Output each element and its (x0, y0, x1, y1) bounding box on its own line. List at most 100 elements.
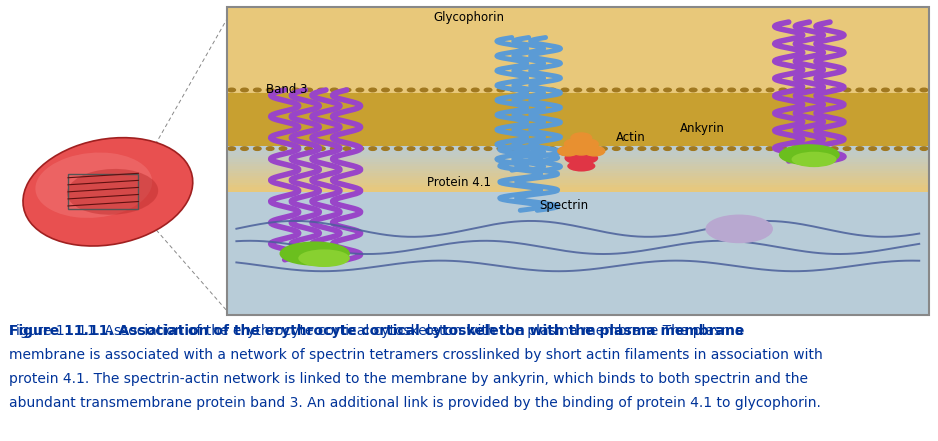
Circle shape (536, 88, 543, 92)
Circle shape (395, 147, 402, 150)
Circle shape (446, 88, 453, 92)
Circle shape (869, 147, 876, 150)
Circle shape (459, 147, 466, 150)
Circle shape (497, 88, 505, 92)
Circle shape (805, 147, 812, 150)
Circle shape (651, 147, 658, 150)
FancyBboxPatch shape (227, 176, 929, 315)
Ellipse shape (36, 153, 152, 218)
Circle shape (522, 147, 530, 150)
Text: Glycophorin: Glycophorin (433, 11, 505, 24)
Circle shape (703, 88, 710, 92)
FancyBboxPatch shape (227, 149, 929, 153)
Circle shape (766, 88, 774, 92)
Circle shape (330, 147, 338, 150)
Circle shape (676, 88, 684, 92)
Circle shape (676, 147, 684, 150)
Ellipse shape (779, 144, 840, 165)
Circle shape (510, 88, 518, 92)
Circle shape (369, 88, 376, 92)
Text: abundant transmembrane protein band 3. An additional link is provided by the bin: abundant transmembrane protein band 3. A… (9, 396, 822, 410)
Circle shape (549, 88, 556, 92)
Circle shape (626, 147, 633, 150)
Circle shape (395, 88, 402, 92)
Text: protein 4.1. The spectrin-actin network is linked to the membrane by ankyrin, wh: protein 4.1. The spectrin-actin network … (9, 372, 809, 386)
Circle shape (895, 147, 902, 150)
Circle shape (407, 88, 415, 92)
Circle shape (472, 147, 479, 150)
Circle shape (433, 88, 441, 92)
Circle shape (703, 147, 710, 150)
Circle shape (343, 88, 351, 92)
Circle shape (613, 88, 620, 92)
Circle shape (305, 88, 312, 92)
Circle shape (882, 88, 889, 92)
Circle shape (280, 147, 287, 150)
Circle shape (869, 88, 876, 92)
Circle shape (318, 147, 325, 150)
FancyBboxPatch shape (227, 161, 929, 164)
Circle shape (599, 88, 607, 92)
Text: Actin: Actin (616, 131, 646, 144)
Circle shape (330, 88, 338, 92)
FancyBboxPatch shape (227, 173, 929, 176)
Circle shape (565, 139, 585, 149)
Circle shape (895, 88, 902, 92)
Text: Band 3: Band 3 (265, 83, 307, 97)
Circle shape (578, 139, 598, 149)
Circle shape (382, 88, 389, 92)
Circle shape (818, 147, 825, 150)
FancyBboxPatch shape (227, 164, 929, 166)
Circle shape (843, 88, 851, 92)
FancyBboxPatch shape (227, 189, 929, 192)
Circle shape (689, 147, 697, 150)
FancyBboxPatch shape (227, 147, 929, 150)
Ellipse shape (792, 152, 837, 167)
Text: Ankyrin: Ankyrin (679, 122, 724, 135)
FancyBboxPatch shape (227, 159, 929, 162)
Circle shape (599, 147, 607, 150)
Circle shape (792, 88, 799, 92)
Circle shape (266, 147, 274, 150)
Circle shape (459, 88, 466, 92)
Circle shape (741, 88, 749, 92)
Circle shape (228, 147, 235, 150)
Circle shape (753, 88, 761, 92)
Circle shape (356, 147, 364, 150)
Circle shape (818, 88, 825, 92)
FancyBboxPatch shape (227, 157, 929, 160)
Circle shape (280, 88, 287, 92)
Circle shape (907, 88, 915, 92)
Circle shape (497, 147, 505, 150)
Ellipse shape (67, 169, 159, 215)
Circle shape (587, 88, 595, 92)
Circle shape (689, 88, 697, 92)
Circle shape (664, 88, 672, 92)
Circle shape (805, 88, 812, 92)
Circle shape (830, 88, 838, 92)
Circle shape (741, 147, 749, 150)
Circle shape (574, 88, 582, 92)
Circle shape (472, 88, 479, 92)
FancyBboxPatch shape (227, 175, 929, 178)
Ellipse shape (280, 242, 350, 265)
Circle shape (574, 147, 582, 150)
Text: Spectrin: Spectrin (539, 199, 588, 212)
Circle shape (228, 88, 235, 92)
Circle shape (584, 146, 605, 156)
Text: Protein 4.1: Protein 4.1 (427, 176, 491, 189)
Circle shape (664, 147, 672, 150)
Circle shape (856, 147, 864, 150)
Circle shape (792, 147, 799, 150)
Circle shape (241, 147, 249, 150)
Circle shape (549, 147, 556, 150)
Circle shape (728, 147, 735, 150)
Circle shape (715, 88, 722, 92)
Circle shape (830, 147, 838, 150)
FancyBboxPatch shape (227, 180, 929, 183)
Circle shape (571, 146, 592, 155)
Ellipse shape (23, 138, 192, 246)
Circle shape (420, 88, 428, 92)
Circle shape (407, 147, 415, 150)
Circle shape (920, 147, 928, 150)
